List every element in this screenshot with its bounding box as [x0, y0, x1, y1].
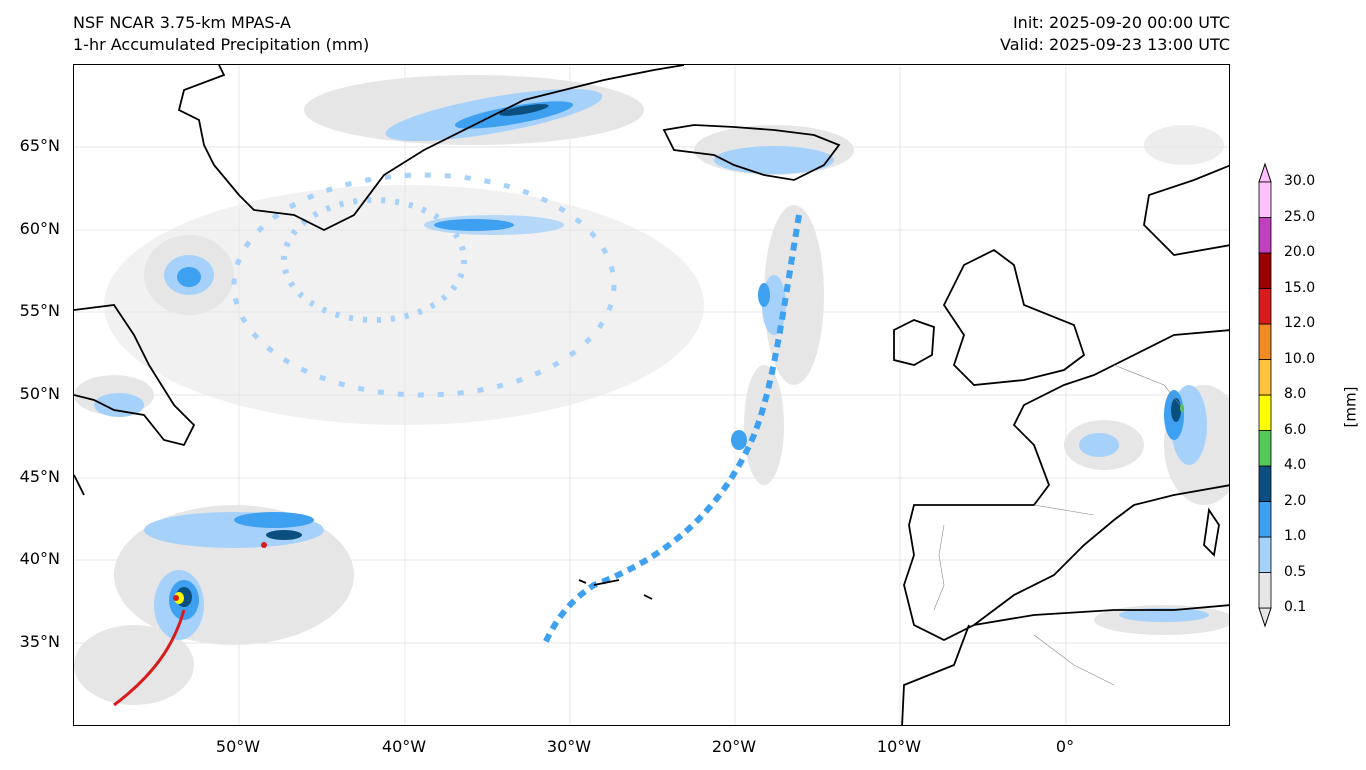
colorbar-tick-label: 30.0	[1284, 173, 1316, 189]
colorbar-cell	[1258, 572, 1272, 609]
lat-tick-55: 55°N	[19, 301, 60, 320]
lat-tick-60: 60°N	[19, 219, 60, 238]
colorbar	[1258, 162, 1272, 628]
colorbar-cell	[1258, 536, 1272, 573]
lon-tick-50w: 50°W	[215, 737, 261, 756]
colorbar-cell	[1258, 288, 1272, 325]
colorbar-tick-label: 0.5	[1284, 563, 1307, 580]
header-left: NSF NCAR 3.75-km MPAS-A 1-hr Accumulated…	[73, 12, 369, 56]
colorbar-cell	[1258, 323, 1272, 360]
colorbar-tick-label: 2.0	[1284, 492, 1307, 509]
colorbar-tick-label: 8.0	[1284, 386, 1307, 402]
colorbar-tick-label: 15.0	[1284, 279, 1316, 296]
colorbar-cell	[1258, 181, 1272, 218]
colorbar-cell	[1258, 394, 1272, 431]
front-band	[541, 214, 802, 647]
colorbar-tick-label: 25.0	[1284, 208, 1316, 225]
header-right: Init: 2025-09-20 00:00 UTC Valid: 2025-0…	[1000, 12, 1230, 56]
field-title: 1-hr Accumulated Precipitation (mm)	[73, 35, 370, 54]
map-panel[interactable]	[73, 64, 1230, 726]
borders	[933, 364, 1185, 686]
colorbar-tick-label: 1.0	[1284, 528, 1307, 544]
colorbar-cell	[1258, 359, 1272, 396]
lon-tick-10w: 10°W	[876, 737, 922, 756]
colorbar-tick-label: 20.0	[1284, 244, 1316, 260]
coastlines	[74, 65, 1229, 725]
colorbar-tick-label: 6.0	[1284, 421, 1307, 438]
colorbar-cell	[1258, 217, 1272, 254]
lat-tick-40: 40°N	[19, 549, 60, 568]
colorbar-extend-min	[1258, 607, 1272, 628]
init-time: Init: 2025-09-20 00:00 UTC	[1012, 13, 1230, 32]
lat-tick-45: 45°N	[19, 467, 60, 486]
colorbar-tick-label: 10.0	[1284, 350, 1316, 367]
colorbar-tick-label: 12.0	[1284, 315, 1316, 331]
lat-tick-35: 35°N	[19, 632, 60, 651]
colorbar-cell	[1258, 465, 1272, 502]
colorbar-cell	[1258, 501, 1272, 538]
precip-intense	[113, 404, 1184, 707]
colorbar-tick-label: 0.1	[1284, 599, 1307, 615]
lon-tick-40w: 40°W	[381, 737, 427, 756]
lon-tick-20w: 20°W	[711, 737, 757, 756]
lon-tick-0: 0°	[1055, 737, 1075, 756]
lat-tick-50: 50°N	[19, 384, 60, 403]
model-title: NSF NCAR 3.75-km MPAS-A	[73, 13, 291, 32]
colorbar-tick-label: 4.0	[1284, 457, 1307, 473]
valid-time: Valid: 2025-09-23 13:00 UTC	[999, 35, 1230, 54]
colorbar-cell	[1258, 252, 1272, 289]
lat-tick-65: 65°N	[19, 136, 60, 155]
lon-tick-30w: 30°W	[546, 737, 592, 756]
colorbar-cell	[1258, 430, 1272, 467]
colorbar-extend-max	[1258, 162, 1272, 183]
map-canvas	[74, 65, 1229, 725]
colorbar-title: [mm]	[1341, 386, 1360, 428]
precip-trace	[74, 75, 1229, 705]
